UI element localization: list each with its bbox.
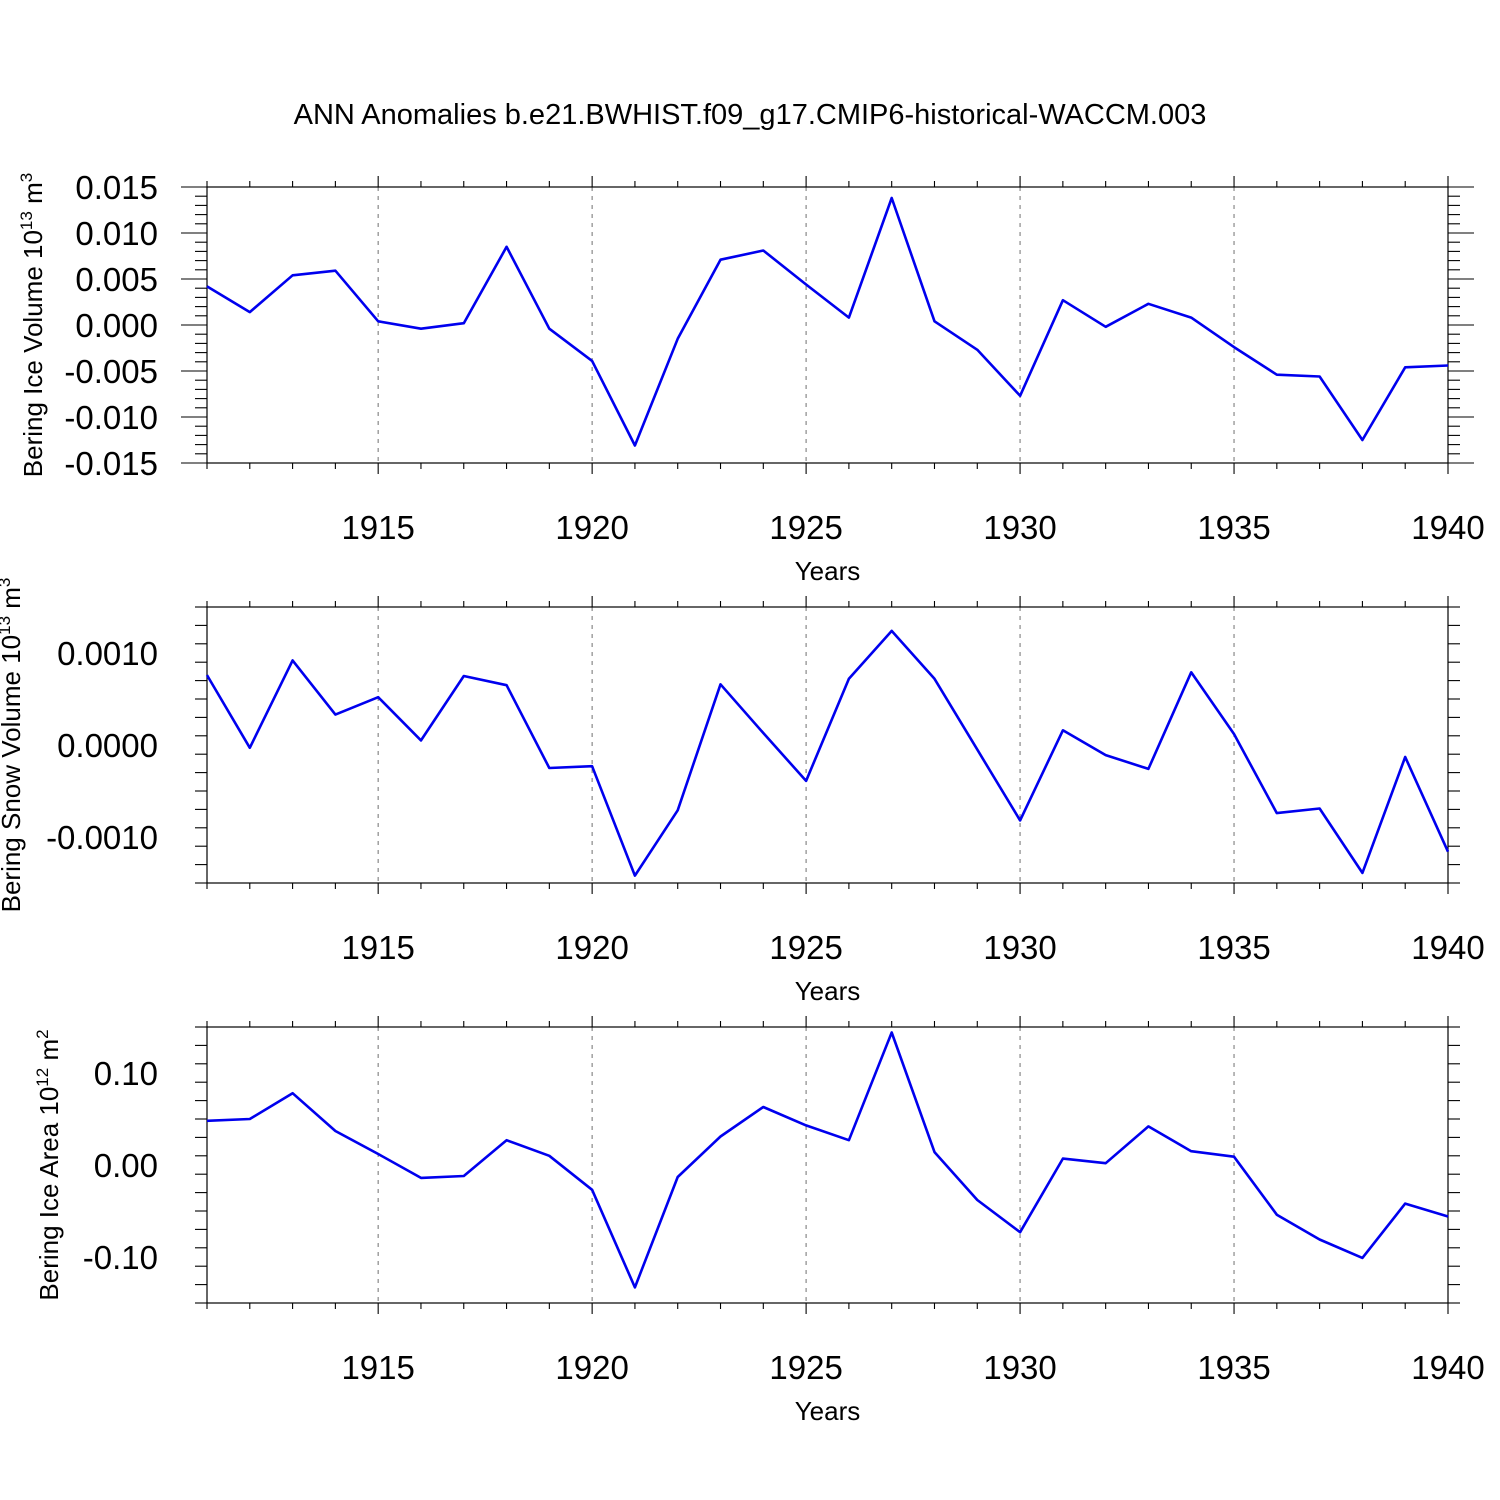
plot-frame <box>206 1026 1449 1304</box>
x-tick-label: 1915 <box>341 1349 414 1386</box>
y-tick-label: 0.015 <box>75 169 158 206</box>
chart-title: ANN Anomalies b.e21.BWHIST.f09_g17.CMIP6… <box>294 99 1207 131</box>
panel-2: 0.0010 0.0000 -0.0010 1915 1920 1925 1930 1935 1… <box>0 578 1485 1006</box>
x-tick-label: 1940 <box>1411 509 1484 546</box>
y-tick-label: -0.0010 <box>46 819 158 856</box>
x-tick-label: 1915 <box>341 509 414 546</box>
x-axis-title: Years <box>795 976 861 1006</box>
y-tick-label: -0.10 <box>83 1239 158 1276</box>
panels: 0.015 0.010 0.005 0.000 -0.005 -0.010 -0.015 19… <box>0 169 1485 1426</box>
series-line <box>205 629 1450 877</box>
x-tick-label: 1925 <box>769 1349 842 1386</box>
y-tick-label: 0.10 <box>94 1055 158 1092</box>
y-tick-label: 0.00 <box>94 1147 158 1184</box>
x-tick-label: 1935 <box>1197 929 1270 966</box>
y-tick-label: -0.015 <box>64 445 158 482</box>
x-tick-label: 1935 <box>1197 509 1270 546</box>
x-tick-label: 1935 <box>1197 1349 1270 1386</box>
x-tick-label: 1915 <box>341 929 414 966</box>
x-tick-label: 1920 <box>555 1349 628 1386</box>
x-tick-label: 1930 <box>983 929 1056 966</box>
series-line <box>206 1031 1449 1289</box>
y-tick-label: 0.000 <box>75 307 158 344</box>
x-tick-label: 1940 <box>1411 929 1484 966</box>
x-axis-title: Years <box>795 1396 861 1426</box>
y-tick-label: -0.005 <box>64 353 158 390</box>
x-tick-label: 1930 <box>983 1349 1056 1386</box>
panel-3: 0.10 0.00 -0.10 1915 1920 1925 1930 1935 1940 Yea… <box>33 1016 1485 1426</box>
y-tick-label: -0.010 <box>64 399 158 436</box>
plot-frame <box>206 606 1449 884</box>
y-tick-label: 0.010 <box>75 215 158 252</box>
x-tick-label: 1920 <box>555 929 628 966</box>
panel-1: 0.015 0.010 0.005 0.000 -0.005 -0.010 -0.015 19… <box>17 169 1485 586</box>
plot-frame <box>206 186 1449 464</box>
x-tick-label: 1925 <box>769 509 842 546</box>
x-tick-label: 1920 <box>555 509 628 546</box>
y-tick-label: 0.005 <box>75 261 158 298</box>
y-axis-title: Bering Ice Volume 1013 m3 <box>17 173 48 477</box>
y-axis-title: Bering Ice Area 1012 m2 <box>33 1029 64 1300</box>
series-line <box>206 196 1449 447</box>
y-tick-label: 0.0000 <box>57 727 158 764</box>
y-tick-label: 0.0010 <box>57 635 158 672</box>
x-tick-label: 1930 <box>983 509 1056 546</box>
x-axis-title: Years <box>795 556 861 586</box>
x-tick-label: 1940 <box>1411 1349 1484 1386</box>
y-axis-title: Bering Snow Volume 1013 m3 <box>0 578 26 913</box>
x-tick-label: 1925 <box>769 929 842 966</box>
